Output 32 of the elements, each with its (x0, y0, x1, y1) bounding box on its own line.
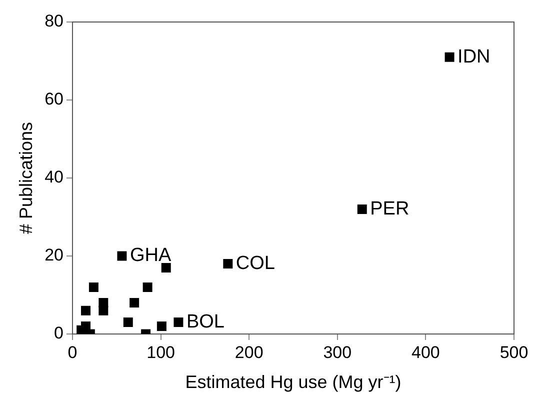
point (117, 251, 127, 261)
point (130, 298, 140, 308)
x-tick-label: 100 (146, 342, 175, 362)
y-tick-label: 80 (44, 12, 64, 31)
point (88, 282, 98, 292)
y-axis-title: # Publications (16, 122, 36, 234)
x-tick-label: 500 (500, 342, 528, 362)
y-tick-label: 20 (44, 246, 64, 265)
point (81, 321, 90, 331)
y-tick-label: 40 (44, 168, 64, 187)
point (142, 282, 152, 292)
point (357, 204, 367, 214)
annotation: PER (370, 198, 410, 220)
x-tick-label: 0 (68, 342, 78, 362)
x-tick-label: 400 (412, 342, 440, 362)
annotation: IDN (458, 46, 490, 68)
point (174, 318, 184, 328)
point (123, 318, 133, 328)
point (161, 262, 171, 272)
x-tick-label: 200 (234, 342, 264, 362)
point (223, 259, 233, 269)
x-axis-title: Estimated Hg use (Mg yr⁻¹) (185, 372, 402, 392)
y-tick-label: 60 (44, 90, 64, 109)
annotation: GHA (130, 245, 172, 266)
point (156, 321, 166, 331)
point (444, 52, 454, 62)
y-tick-label: 0 (54, 324, 64, 343)
annotation: COL (236, 253, 275, 274)
x-tick-label: 300 (323, 342, 352, 362)
point (81, 306, 90, 316)
annotation: BOL (186, 312, 224, 333)
point (98, 306, 108, 316)
